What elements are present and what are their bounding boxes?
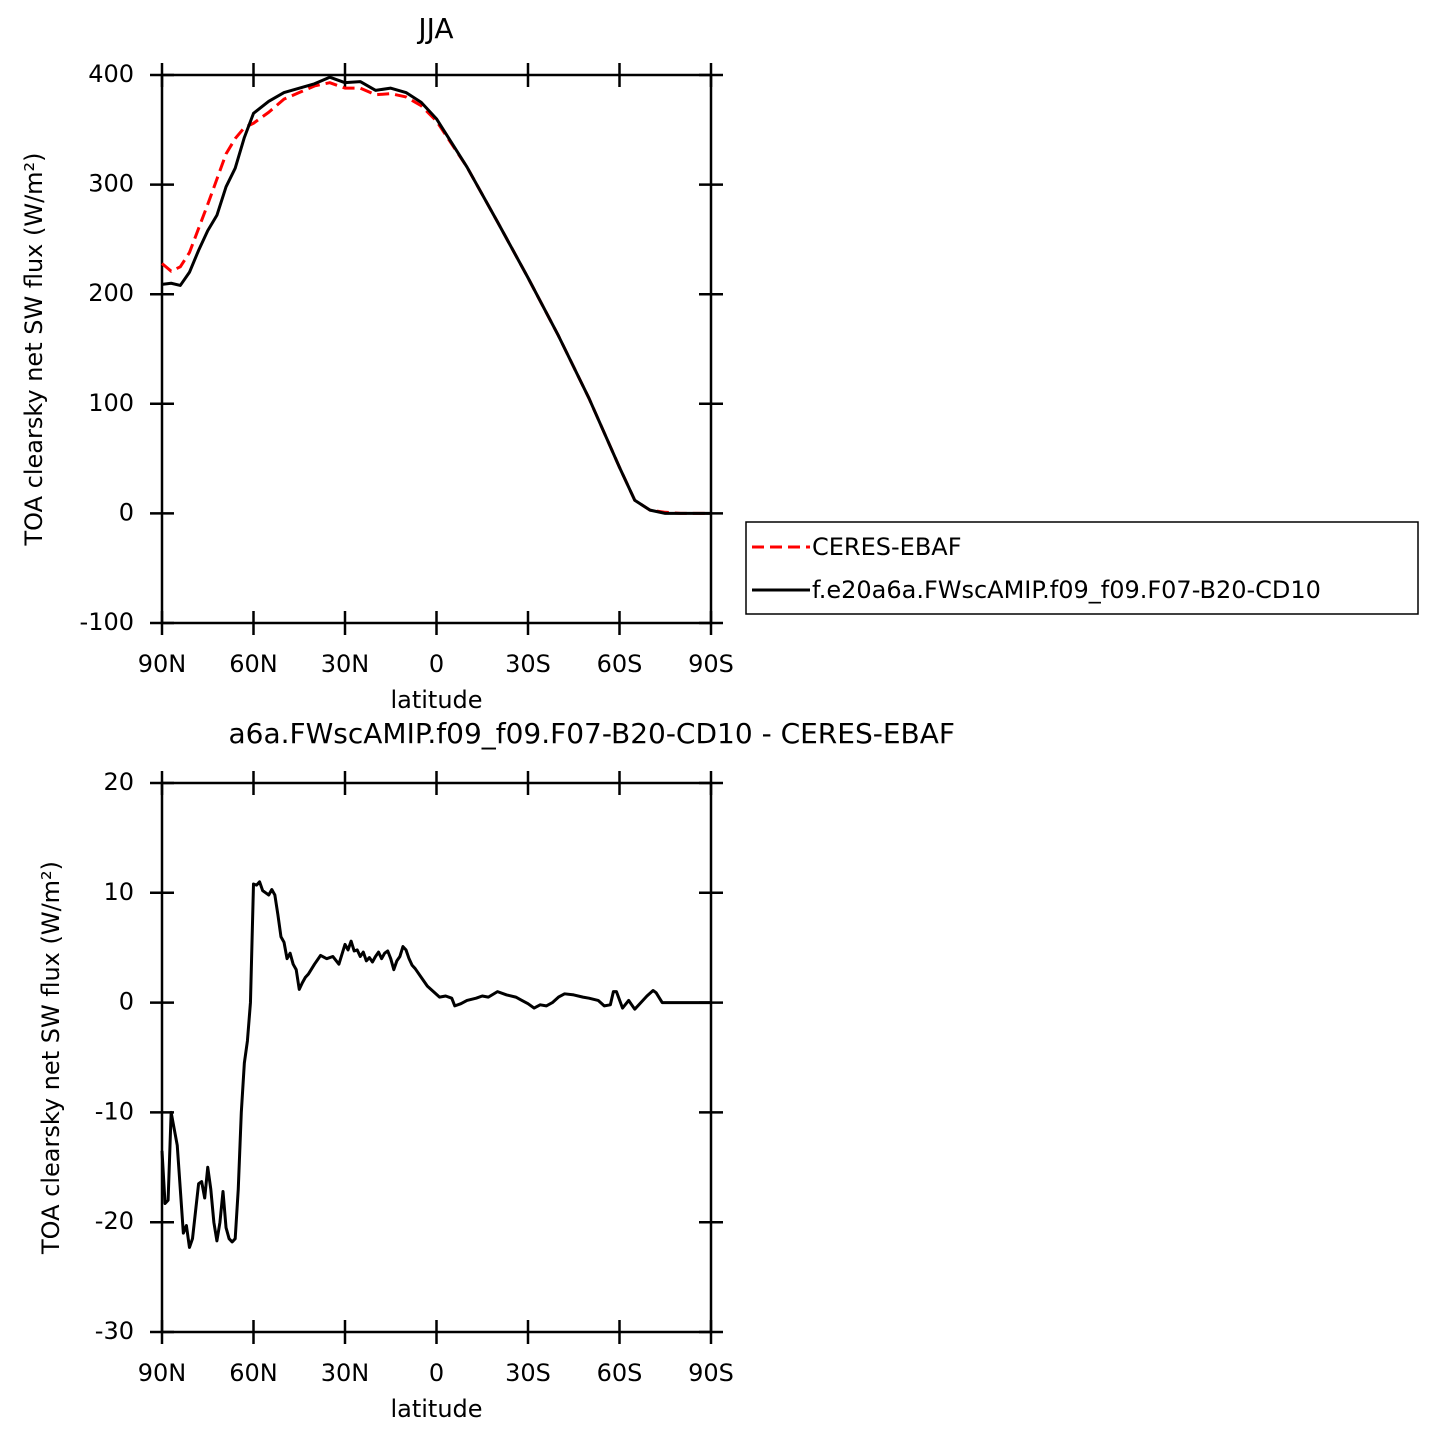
x-tick-label: 60N	[229, 1359, 278, 1387]
y-tick-label: -100	[80, 608, 134, 636]
y-tick-label: 200	[88, 279, 134, 307]
data-line	[161, 81, 711, 515]
y-tick-label: 300	[88, 170, 134, 198]
x-tick-label: 30N	[321, 1359, 370, 1387]
x-tick-label: 90N	[138, 1359, 187, 1387]
y-tick-label: -20	[95, 1207, 134, 1235]
x-tick-label: 30S	[505, 1359, 551, 1387]
x-tick-label: 0	[429, 1359, 444, 1387]
y-tick-label: -30	[95, 1317, 134, 1345]
data-line	[160, 880, 711, 1249]
y-axis-label: TOA clearsky net SW flux (W/m²)	[37, 861, 65, 1255]
x-tick-label: 90S	[688, 1359, 734, 1387]
x-tick-label: 90S	[688, 650, 734, 678]
x-tick-label: 30S	[505, 650, 551, 678]
y-tick-label: 400	[88, 60, 134, 88]
x-axis-label: latitude	[390, 686, 482, 714]
x-tick-label: 60S	[597, 1359, 643, 1387]
x-tick-label: 30N	[321, 650, 370, 678]
x-axis-label: latitude	[390, 1395, 482, 1423]
y-tick-label: 100	[88, 389, 134, 417]
x-tick-label: 60N	[229, 650, 278, 678]
legend-label: f.e20a6a.FWscAMIP.f09_f09.F07-B20-CD10	[812, 576, 1321, 604]
chart-title: JJA	[416, 12, 453, 45]
legend-label: CERES-EBAF	[812, 533, 962, 561]
y-tick-label: 20	[103, 768, 134, 796]
y-tick-label: 0	[119, 988, 134, 1016]
x-tick-label: 0	[429, 650, 444, 678]
y-tick-label: 10	[103, 878, 134, 906]
y-tick-label: 0	[119, 498, 134, 526]
y-tick-label: -10	[95, 1097, 134, 1125]
x-tick-label: 90N	[138, 650, 187, 678]
chart-title: a6a.FWscAMIP.f09_f09.F07-B20-CD10 - CERE…	[228, 717, 955, 750]
data-line	[161, 75, 711, 515]
legend-box	[745, 521, 1419, 615]
y-axis-label: TOA clearsky net SW flux (W/m²)	[20, 152, 48, 546]
x-tick-label: 60S	[597, 650, 643, 678]
plot-frame	[160, 73, 713, 625]
